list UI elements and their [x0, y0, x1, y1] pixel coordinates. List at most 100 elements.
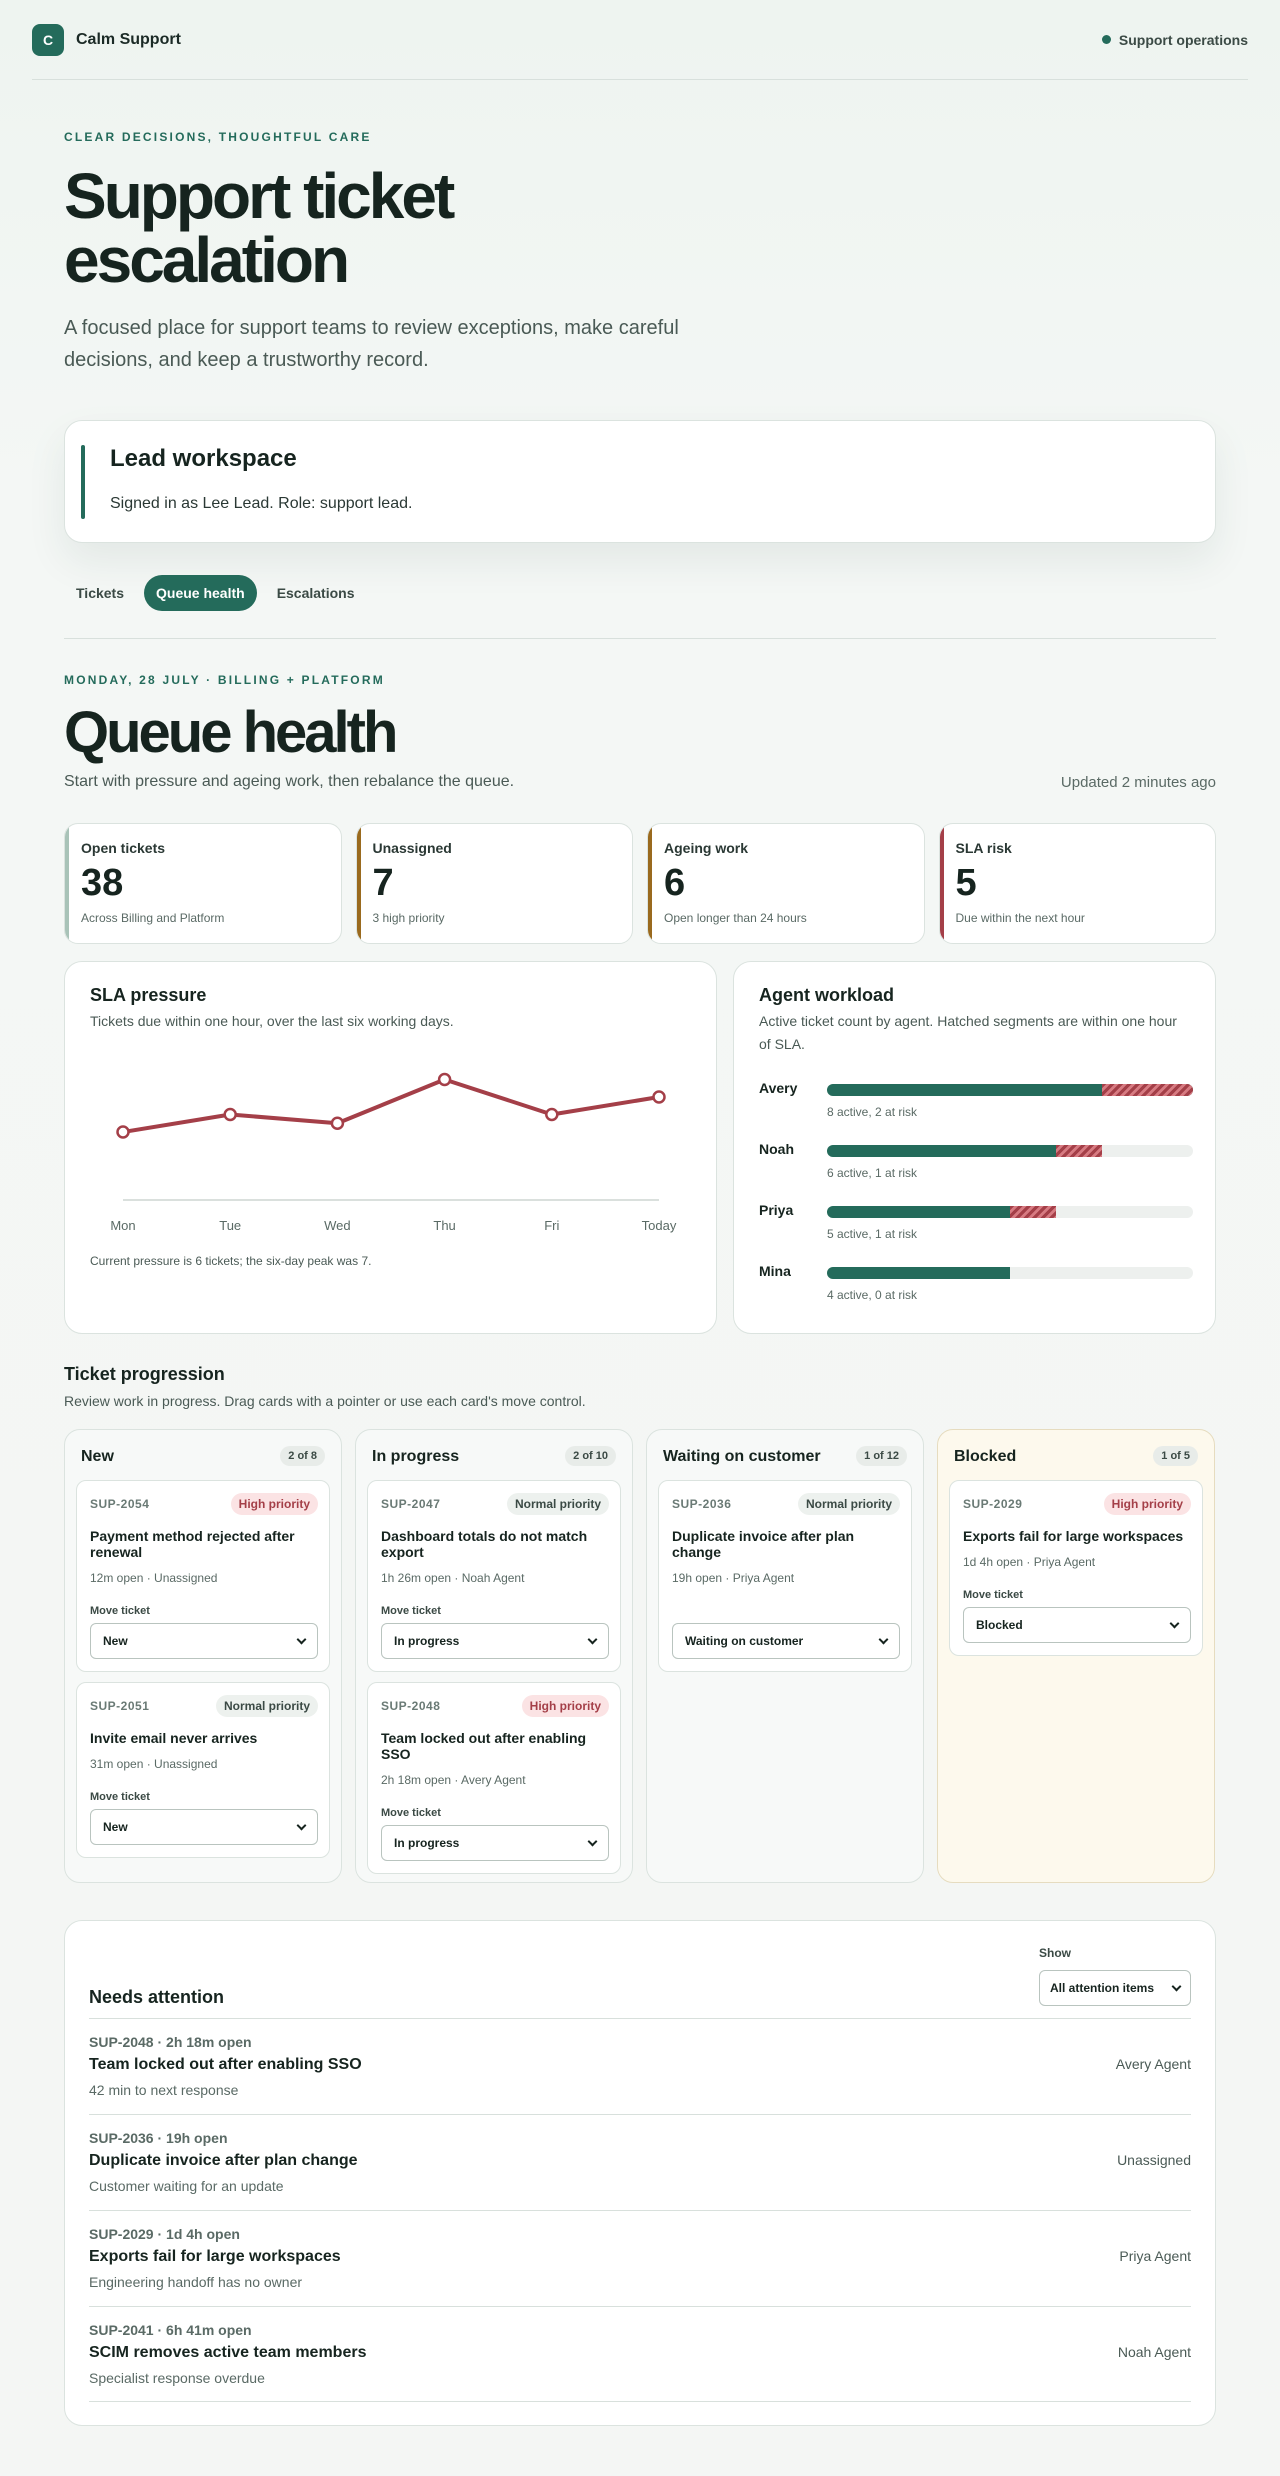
workload-note: 5 active, 1 at risk — [827, 1227, 918, 1241]
attention-item-title: Team locked out after enabling SSO — [89, 2056, 362, 2073]
sla-line-chart: Mon Tue Wed Thu Fri Today — [110, 1072, 677, 1233]
stat-sla-risk: SLA risk 5 Due within the next hour — [938, 823, 1216, 944]
x-tick-label: Tue — [219, 1218, 241, 1233]
attention-item-title: SCIM removes active team members — [89, 2344, 367, 2361]
brand-logo: C — [32, 23, 64, 56]
ticket-card[interactable]: SUP-2054 High priority Payment method re… — [76, 1480, 330, 1672]
column-count-badge: 2 of 10 — [565, 1446, 616, 1466]
stat-label: Open tickets — [81, 840, 166, 856]
move-ticket-select[interactable]: Waiting on customer — [672, 1623, 900, 1659]
priority-badge: Normal priority — [506, 1493, 609, 1515]
ticket-card[interactable]: SUP-2048 High priority Team locked out a… — [367, 1682, 621, 1874]
attention-item-title: Duplicate invoice after plan change — [89, 2152, 358, 2169]
attention-owner: Unassigned — [1117, 2152, 1191, 2168]
brand[interactable]: C Calm Support — [32, 23, 181, 56]
selected-status: In progress — [394, 1634, 460, 1648]
workload-row-noah: Noah 6 active, 1 at risk — [759, 1141, 1193, 1193]
attention-meta: SUP-2048 · 2h 18m open — [89, 2034, 252, 2050]
tab-queue-health[interactable]: Queue health — [144, 575, 257, 611]
move-ticket-label: Move ticket — [90, 1605, 150, 1617]
attention-note: Customer waiting for an update — [89, 2178, 284, 2194]
active-segment — [827, 1145, 1102, 1157]
ops-indicator: Support operations — [1101, 32, 1248, 48]
top-bar: C Calm Support Support operations — [32, 0, 1248, 80]
attention-filter-select[interactable]: All attention items — [1039, 1970, 1191, 2006]
attention-meta: SUP-2029 · 1d 4h open — [89, 2226, 240, 2242]
active-segment — [827, 1206, 1056, 1218]
ticket-id: SUP-2051 — [90, 1699, 150, 1713]
priority-badge: Normal priority — [215, 1695, 318, 1717]
tab-escalations[interactable]: Escalations — [276, 585, 355, 601]
ticket-meta: 19h open · Priya Agent — [672, 1571, 795, 1585]
column-waiting-on-customer[interactable]: Waiting on customer 1 of 12 SUP-2036 Nor… — [646, 1429, 924, 1883]
ticket-card[interactable]: SUP-2051 Normal priority Invite email ne… — [76, 1682, 330, 1858]
attention-owner: Avery Agent — [1115, 2056, 1191, 2072]
brand-name: Calm Support — [76, 30, 181, 48]
attention-item[interactable]: SUP-2036 · 19h open Duplicate invoice af… — [89, 2114, 1191, 2210]
ticket-title: Team locked out after enabling SSO — [381, 1730, 587, 1762]
ticket-card[interactable]: SUP-2047 Normal priority Dashboard total… — [367, 1480, 621, 1672]
column-blocked[interactable]: Blocked 1 of 5 SUP-2029 High priority Ex… — [937, 1429, 1215, 1883]
ticket-card[interactable]: SUP-2029 High priority Exports fail for … — [949, 1480, 1203, 1656]
chevron-down-icon — [1169, 1618, 1180, 1628]
lead-workspace-card: Lead workspace Signed in as Lee Lead. Ro… — [64, 420, 1216, 543]
chevron-down-icon — [1171, 1981, 1182, 1991]
data-point — [545, 1107, 559, 1122]
workload-bar — [827, 1206, 1193, 1218]
column-title: In progress — [372, 1448, 460, 1465]
attention-item[interactable]: SUP-2048 · 2h 18m open Team locked out a… — [89, 2018, 1191, 2114]
x-tick-label: Thu — [433, 1218, 455, 1233]
ticket-title: Exports fail for large workspaces — [963, 1528, 1184, 1544]
workload-bar — [827, 1145, 1193, 1157]
move-ticket-select[interactable]: In progress — [381, 1825, 609, 1861]
move-ticket-select[interactable]: Blocked — [963, 1607, 1191, 1643]
agent-name: Noah — [759, 1141, 794, 1157]
priority-badge: High priority — [1103, 1493, 1191, 1515]
data-point — [437, 1072, 452, 1087]
stats-row: Open tickets 38 Across Billing and Platf… — [64, 823, 1216, 944]
stat-unassigned: Unassigned 7 3 high priority — [355, 823, 633, 944]
progression-description: Review work in progress. Drag cards with… — [64, 1393, 586, 1409]
priority-badge: High priority — [230, 1493, 318, 1515]
ticket-title: Invite email never arrives — [90, 1730, 258, 1746]
column-count-badge: 1 of 5 — [1153, 1446, 1198, 1466]
move-ticket-select[interactable]: New — [90, 1623, 318, 1659]
ticket-meta: 1h 26m open · Noah Agent — [381, 1571, 525, 1585]
stat-value: 6 — [664, 862, 686, 904]
needs-attention-panel: Needs attention Show All attention items… — [64, 1920, 1216, 2426]
queue-eyebrow: MONDAY, 28 JULY · BILLING + PLATFORM — [64, 673, 385, 687]
attention-note: 42 min to next response — [89, 2082, 239, 2098]
column-in-progress[interactable]: In progress 2 of 10 SUP-2047 Normal prio… — [355, 1429, 633, 1883]
stat-note: Due within the next hour — [955, 911, 1085, 925]
ticket-card[interactable]: SUP-2036 Normal priority Duplicate invoi… — [658, 1480, 912, 1672]
move-ticket-select[interactable]: In progress — [381, 1623, 609, 1659]
stat-value: 5 — [955, 862, 977, 904]
move-ticket-label: Move ticket — [381, 1605, 441, 1617]
sla-pressure-panel: SLA pressure Tickets due within one hour… — [64, 961, 717, 1334]
agent-workload-panel: Agent workload Active ticket count by ag… — [733, 961, 1216, 1334]
stat-value: 7 — [372, 862, 394, 904]
tab-tickets[interactable]: Tickets — [76, 585, 124, 601]
column-new[interactable]: New 2 of 8 SUP-2054 High priority Paymen… — [64, 1429, 342, 1883]
sla-caption: Current pressure is 6 tickets; the six-d… — [90, 1254, 372, 1268]
selected-status: In progress — [394, 1836, 460, 1850]
agent-name: Mina — [759, 1263, 791, 1279]
at-risk-segment — [1010, 1206, 1056, 1218]
sla-description: Tickets due within one hour, over the la… — [90, 1013, 454, 1029]
attention-item[interactable]: SUP-2041 · 6h 41m open SCIM removes acti… — [89, 2306, 1191, 2402]
hero-description: A focused place for support teams to rev… — [64, 317, 679, 371]
selected-status: Blocked — [976, 1618, 1023, 1632]
attention-item[interactable]: SUP-2029 · 1d 4h open Exports fail for l… — [89, 2210, 1191, 2306]
data-point — [116, 1125, 130, 1139]
updated-timestamp: Updated 2 minutes ago — [1060, 774, 1216, 791]
move-ticket-select[interactable]: New — [90, 1809, 318, 1845]
status-dot-icon — [1101, 35, 1111, 44]
x-tick-label: Wed — [324, 1218, 351, 1233]
chevron-down-icon — [587, 1634, 598, 1644]
active-segment — [827, 1267, 1010, 1279]
attention-item-title: Exports fail for large workspaces — [89, 2248, 341, 2265]
workload-note: 6 active, 1 at risk — [827, 1166, 918, 1180]
chevron-down-icon — [587, 1836, 598, 1846]
stat-label: Unassigned — [372, 840, 452, 856]
x-tick-label: Fri — [544, 1218, 559, 1233]
